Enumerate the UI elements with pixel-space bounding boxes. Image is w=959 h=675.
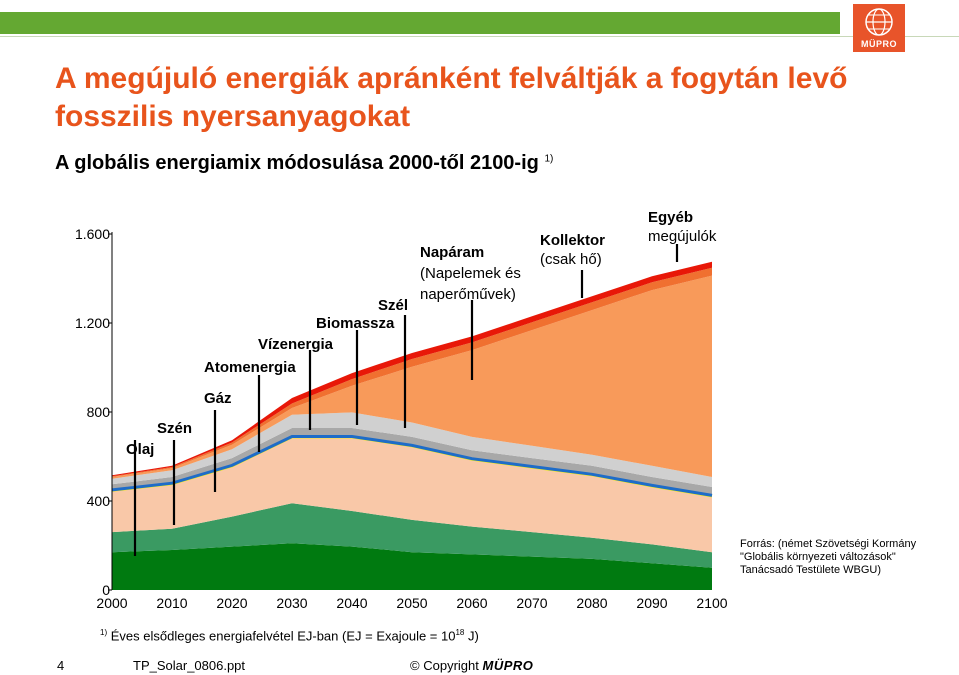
- area-series-1: [112, 503, 712, 568]
- copyright: © Copyright MÜPRO: [410, 658, 533, 673]
- x-tick-label-7: 2070: [516, 595, 547, 611]
- area-series-6: [112, 275, 712, 479]
- area-series-5: [112, 412, 712, 487]
- x-tick-label-1: 2010: [156, 595, 187, 611]
- x-tick-label-6: 2060: [456, 595, 487, 611]
- y-tick-label-1: 400: [87, 493, 111, 509]
- annotation-szel-line-1: Szél: [378, 297, 408, 314]
- x-tick-label-2: 2020: [216, 595, 247, 611]
- annotation-szen-line-1: Szén: [157, 420, 192, 437]
- annotation-egyeb-line-1: Egyéb: [648, 209, 693, 226]
- area-series-2: [112, 437, 712, 553]
- annotation-olaj-line-1: Olaj: [126, 441, 154, 458]
- source-line-1: Forrás: (német Szövetségi Kormány: [740, 538, 917, 550]
- header-divider: [0, 36, 959, 37]
- annotation-gaz-line-1: Gáz: [204, 390, 232, 407]
- annotation-kollektor-line-1: Kollektor: [540, 232, 605, 249]
- copyright-brand: MÜPRO: [482, 658, 534, 673]
- x-tick-label-5: 2050: [396, 595, 427, 611]
- globe-icon: [865, 8, 893, 36]
- source-note: Forrás: (német Szövetségi Kormány "Globá…: [740, 538, 950, 577]
- footnote-tail: J): [464, 628, 479, 644]
- annotation-egyeb-line-2: megújulók: [648, 228, 717, 245]
- annotation-biomassza-line-1: Biomassza: [316, 315, 395, 332]
- subtitle-footnote-mark: 1): [544, 153, 554, 165]
- y-tick-label-4: 1.600: [75, 226, 110, 242]
- area-series-7: [112, 267, 712, 477]
- chart-subtitle: A globális energiamix módosulása 2000-tő…: [55, 152, 553, 175]
- copyright-symbol: ©: [410, 658, 420, 673]
- x-tick-label-4: 2040: [336, 595, 367, 611]
- annotation-atomenergia-line-1: Atomenergia: [204, 359, 296, 376]
- annotation-naparam-line-1: Napáram: [420, 244, 484, 261]
- nuclear-line: [111, 435, 713, 497]
- copyright-label: Copyright: [423, 658, 479, 673]
- footnote-mark: 1): [100, 628, 108, 637]
- x-tick-label-0: 2000: [96, 595, 127, 611]
- area-series-0: [112, 543, 712, 590]
- logo-text: MÜPRO: [861, 39, 897, 49]
- file-name: TP_Solar_0806.ppt: [133, 658, 246, 673]
- x-tick-label-10: 2100: [696, 595, 727, 611]
- y-tick-label-0: 0: [102, 582, 110, 598]
- header-bar: [0, 12, 840, 34]
- y-tick-label-2: 800: [87, 404, 111, 420]
- mupro-logo: MÜPRO: [853, 4, 905, 52]
- x-tick-label-8: 2080: [576, 595, 607, 611]
- x-tick-label-9: 2090: [636, 595, 667, 611]
- source-line-3: Tanácsadó Testülete WBGU): [740, 564, 882, 576]
- footnote: 1) Éves elsődleges energiafelvétel EJ-ba…: [100, 628, 479, 643]
- annotation-naparam-line-3: naperőművek): [420, 286, 516, 303]
- page-title: A megújuló energiák apránként felváltják…: [55, 62, 848, 133]
- annotation-kollektor-line-2: (csak hő): [540, 251, 602, 268]
- source-line-2: "Globális környezeti változások": [740, 551, 896, 563]
- x-tick-label-3: 2030: [276, 595, 307, 611]
- area-series-4: [112, 428, 712, 495]
- footnote-exponent: 18: [455, 628, 465, 637]
- area-series-8: [112, 261, 712, 477]
- subtitle-text: A globális energiamix módosulása 2000-tő…: [55, 152, 539, 174]
- footnote-text: Éves elsődleges energiafelvétel EJ-ban (…: [110, 628, 456, 644]
- annotation-vizenergia-line-1: Vízenergia: [258, 336, 334, 353]
- y-tick-label-3: 1.200: [75, 315, 110, 331]
- annotation-naparam-line-2: (Napelemek és: [420, 265, 521, 282]
- page-number: 4: [57, 658, 65, 673]
